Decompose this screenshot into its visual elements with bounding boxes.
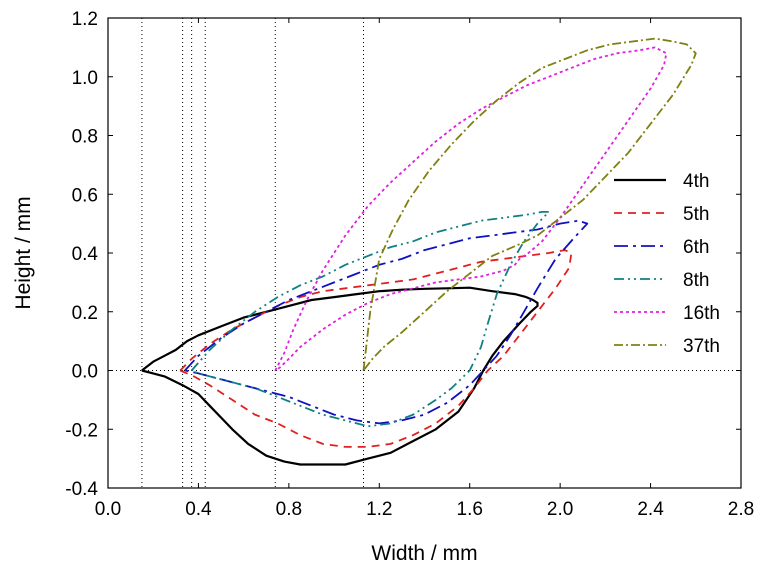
x-tick-label: 0.8 bbox=[276, 499, 302, 520]
legend-label-16th: 16th bbox=[683, 303, 720, 324]
x-tick-label: 1.2 bbox=[366, 499, 392, 520]
y-tick-label: 0.0 bbox=[72, 362, 98, 383]
series-line-37th bbox=[362, 37, 697, 372]
legend-label-37th: 37th bbox=[683, 336, 720, 357]
plot-frame bbox=[107, 17, 742, 489]
series-line-6th bbox=[184, 219, 589, 425]
series-line-16th bbox=[274, 46, 668, 372]
y-tick-label: -0.4 bbox=[65, 479, 98, 500]
series-line-5th bbox=[179, 249, 573, 448]
x-tick-label: 2.0 bbox=[547, 499, 573, 520]
reference-lines bbox=[108, 18, 741, 488]
y-tick-label: 0.8 bbox=[72, 127, 98, 148]
legend: 4th 5th 6th 8th 16th 37th bbox=[614, 171, 720, 357]
y-tick-label: 0.6 bbox=[72, 185, 98, 206]
y-tick-label: 0.2 bbox=[72, 303, 98, 324]
y-axis-label: Height / mm bbox=[12, 196, 35, 309]
series-lines bbox=[141, 37, 697, 466]
legend-label-5th: 5th bbox=[683, 204, 709, 225]
x-tick-label: 2.4 bbox=[637, 499, 664, 520]
x-tick-label: 1.6 bbox=[457, 499, 483, 520]
x-tick-label: 2.8 bbox=[728, 499, 754, 520]
legend-label-6th: 6th bbox=[683, 237, 709, 258]
x-axis-label: Width / mm bbox=[371, 542, 477, 565]
y-tick-label: 0.4 bbox=[72, 244, 99, 265]
y-tick-label: -0.2 bbox=[65, 420, 98, 441]
legend-label-4th: 4th bbox=[683, 171, 709, 192]
axis-ticks: 0.0 0.4 0.8 1.2 1.6 2.0 2.4 2.8 -0.4 -0.2 0.0 0.2 0.… bbox=[65, 9, 754, 520]
y-tick-label: 1.2 bbox=[72, 9, 98, 30]
legend-label-8th: 8th bbox=[683, 270, 709, 291]
x-tick-label: 0.4 bbox=[185, 499, 212, 520]
x-tick-label: 0.0 bbox=[95, 499, 121, 520]
y-tick-label: 1.0 bbox=[72, 68, 98, 89]
series-line-8th bbox=[190, 210, 550, 428]
